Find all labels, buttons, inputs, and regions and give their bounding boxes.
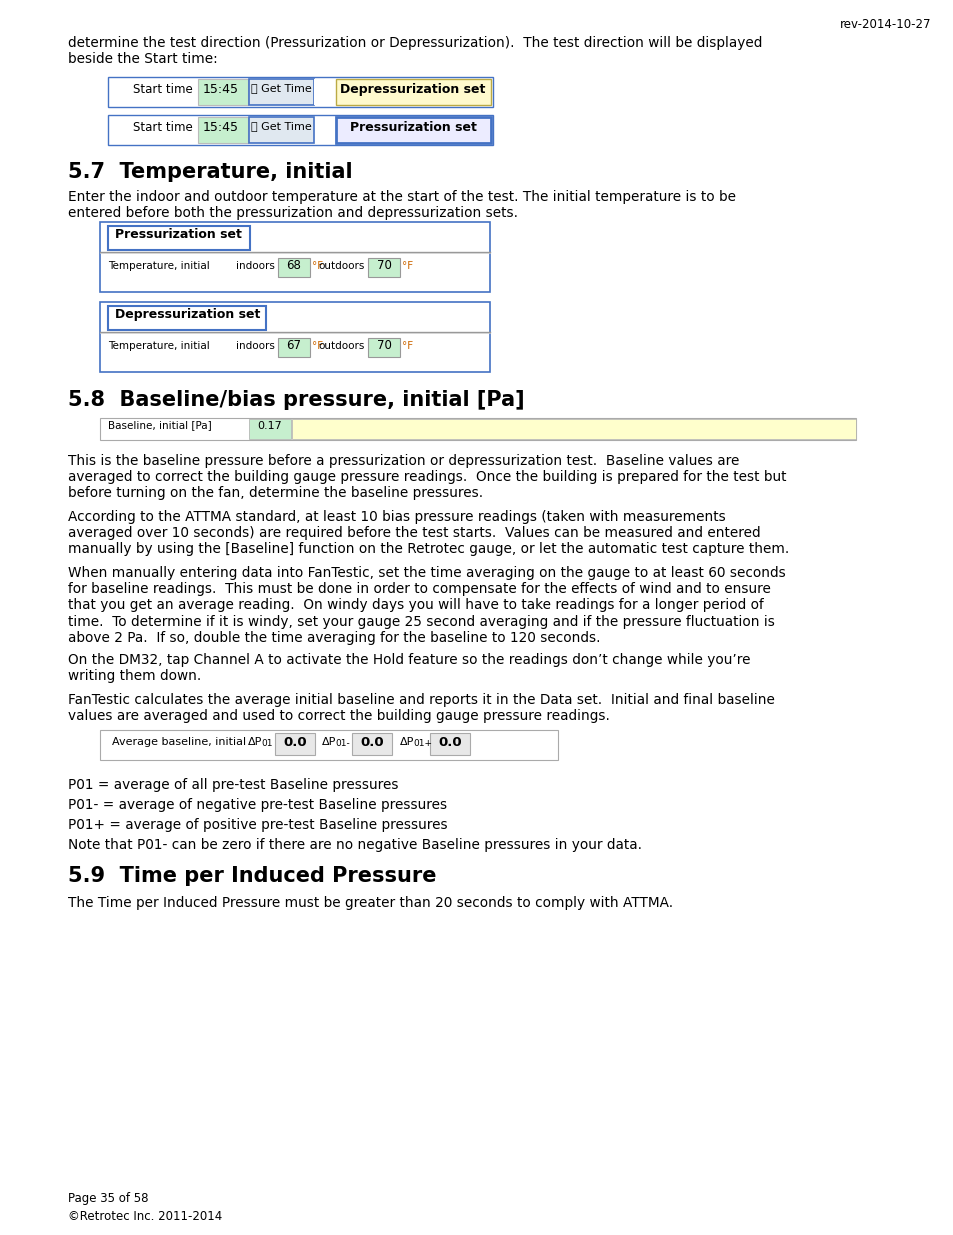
Text: Baseline, initial [Pa]: Baseline, initial [Pa] <box>108 420 212 430</box>
Text: °F: °F <box>312 261 323 270</box>
Bar <box>274 734 314 755</box>
Bar <box>108 115 493 144</box>
Text: 0.0: 0.0 <box>283 736 307 748</box>
Bar <box>335 79 491 105</box>
Text: 0.0: 0.0 <box>437 736 461 748</box>
Text: P01 = average of all pre-test Baseline pressures: P01 = average of all pre-test Baseline p… <box>68 778 398 792</box>
Text: Note that P01- can be zero if there are no negative Baseline pressures in your d: Note that P01- can be zero if there are … <box>68 839 641 852</box>
Text: 67: 67 <box>286 338 301 352</box>
Text: Pressurization set: Pressurization set <box>349 121 476 135</box>
Bar <box>198 117 248 143</box>
Bar <box>314 79 322 105</box>
Text: ΔP: ΔP <box>399 737 414 747</box>
Bar <box>100 730 558 760</box>
Text: Start time: Start time <box>133 121 193 135</box>
Bar <box>198 79 248 105</box>
Bar <box>108 306 266 330</box>
Text: 5.8  Baseline/bias pressure, initial [Pa]: 5.8 Baseline/bias pressure, initial [Pa] <box>68 390 524 410</box>
Text: 01-: 01- <box>335 739 350 748</box>
Text: Temperature, initial: Temperature, initial <box>108 261 210 270</box>
Text: °F: °F <box>312 341 323 351</box>
Bar <box>249 79 314 105</box>
Bar <box>368 258 399 277</box>
Text: P01+ = average of positive pre-test Baseline pressures: P01+ = average of positive pre-test Base… <box>68 818 447 832</box>
Text: ©Retrotec Inc. 2011-2014: ©Retrotec Inc. 2011-2014 <box>68 1210 222 1223</box>
Text: P01- = average of negative pre-test Baseline pressures: P01- = average of negative pre-test Base… <box>68 798 447 811</box>
Bar <box>108 226 250 249</box>
Text: According to the ATTMA standard, at least 10 bias pressure readings (taken with : According to the ATTMA standard, at leas… <box>68 510 788 557</box>
Bar <box>277 338 310 357</box>
Bar <box>249 117 314 143</box>
Text: 5.7  Temperature, initial: 5.7 Temperature, initial <box>68 162 353 182</box>
Text: This is the baseline pressure before a pressurization or depressurization test. : This is the baseline pressure before a p… <box>68 454 785 500</box>
Text: outdoors: outdoors <box>318 261 365 270</box>
Text: Start time: Start time <box>133 83 193 96</box>
Text: rev-2014-10-27: rev-2014-10-27 <box>840 19 930 31</box>
Text: 0.0: 0.0 <box>360 736 383 748</box>
Bar <box>368 338 399 357</box>
Text: Depressurization set: Depressurization set <box>115 308 260 321</box>
Bar <box>430 734 470 755</box>
Text: 70: 70 <box>376 259 391 272</box>
Text: ΔP: ΔP <box>248 737 262 747</box>
Text: °F: °F <box>401 261 413 270</box>
Text: 5.9  Time per Induced Pressure: 5.9 Time per Induced Pressure <box>68 866 436 885</box>
Text: On the DM32, tap Channel A to activate the Hold feature so the readings don’t ch: On the DM32, tap Channel A to activate t… <box>68 653 750 683</box>
Text: determine the test direction (Pressurization or Depressurization).  The test dir: determine the test direction (Pressuriza… <box>68 36 761 67</box>
Text: ⏱ Get Time: ⏱ Get Time <box>251 121 311 131</box>
Bar <box>100 417 855 440</box>
Text: The Time per Induced Pressure must be greater than 20 seconds to comply with ATT: The Time per Induced Pressure must be gr… <box>68 897 673 910</box>
Bar <box>100 303 490 372</box>
Text: 0.17: 0.17 <box>257 421 282 431</box>
Text: ΔP: ΔP <box>322 737 336 747</box>
Bar <box>100 222 490 291</box>
Text: Pressurization set: Pressurization set <box>115 228 242 241</box>
Text: indoors: indoors <box>236 261 274 270</box>
Bar <box>277 258 310 277</box>
Text: Depressurization set: Depressurization set <box>340 83 485 96</box>
Text: outdoors: outdoors <box>318 341 365 351</box>
Bar <box>292 419 855 438</box>
Text: 68: 68 <box>286 259 301 272</box>
Text: 15:45: 15:45 <box>203 83 239 96</box>
Text: 01: 01 <box>261 739 273 748</box>
Text: Average baseline, initial: Average baseline, initial <box>112 737 246 747</box>
Bar <box>249 419 291 438</box>
Text: Page 35 of 58: Page 35 of 58 <box>68 1192 149 1205</box>
Text: 70: 70 <box>376 338 391 352</box>
Bar <box>108 77 493 107</box>
Text: Temperature, initial: Temperature, initial <box>108 341 210 351</box>
Text: 15:45: 15:45 <box>203 121 239 135</box>
Text: FanTestic calculates the average initial baseline and reports it in the Data set: FanTestic calculates the average initial… <box>68 693 774 724</box>
Text: ⏱ Get Time: ⏱ Get Time <box>251 83 311 93</box>
Text: indoors: indoors <box>236 341 274 351</box>
Text: 01+: 01+ <box>413 739 432 748</box>
Text: When manually entering data into FanTestic, set the time averaging on the gauge : When manually entering data into FanTest… <box>68 566 785 645</box>
Bar <box>335 117 491 143</box>
Text: °F: °F <box>401 341 413 351</box>
Bar <box>352 734 392 755</box>
Text: Enter the indoor and outdoor temperature at the start of the test. The initial t: Enter the indoor and outdoor temperature… <box>68 190 735 220</box>
